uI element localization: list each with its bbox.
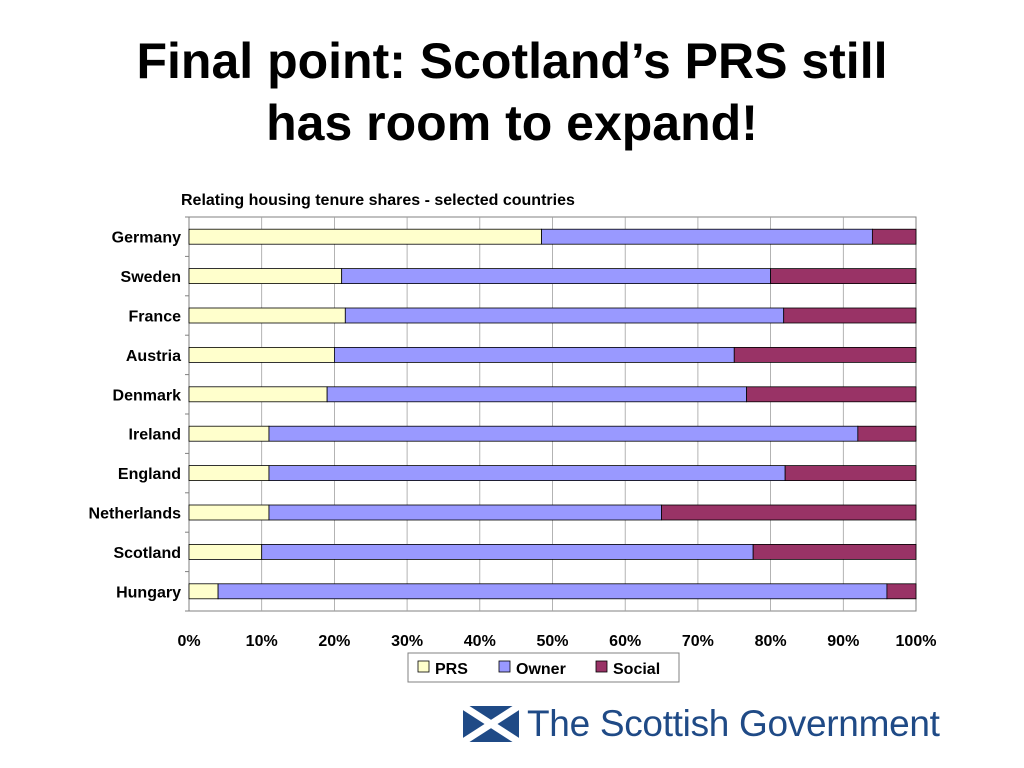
category-label: France: [129, 309, 182, 326]
legend-label-owner: Owner: [516, 661, 566, 678]
bar-segment-owner: [541, 228, 873, 245]
bar-segment-prs: [188, 544, 263, 560]
bar-segment-social: [733, 346, 917, 363]
bar-segment-owner: [261, 544, 754, 560]
category-label: Denmark: [113, 387, 182, 404]
x-tick-label: 70%: [682, 633, 714, 650]
x-tick-label: 80%: [755, 633, 787, 650]
category-label: Germany: [112, 230, 181, 247]
x-tick-label: 30%: [391, 633, 423, 650]
bar-segment-prs: [188, 346, 335, 363]
bar-segment-owner: [326, 386, 748, 403]
bar-segment-social: [784, 465, 917, 482]
bar-segment-prs: [188, 228, 542, 245]
bar-segment-social: [752, 544, 917, 560]
x-tick-label: 100%: [896, 633, 937, 650]
legend: [407, 652, 680, 683]
bar-segment-prs: [188, 425, 270, 442]
category-label: Sweden: [121, 269, 181, 286]
bar-segment-owner: [268, 504, 662, 521]
bar-segment-prs: [188, 504, 270, 521]
category-label: Scotland: [113, 545, 181, 562]
category-label: Hungary: [116, 584, 181, 601]
bar-segment-owner: [333, 346, 735, 363]
bar-segment-prs: [188, 268, 343, 285]
tenure-chart: Relating housing tenure shares - selecte…: [89, 192, 937, 683]
legend-swatch-prs: [417, 660, 430, 673]
category-label: Austria: [126, 348, 181, 365]
bar-segment-owner: [268, 465, 786, 482]
bar-segment-prs: [188, 386, 328, 403]
slide-title-line-2: has room to expand!: [266, 95, 758, 151]
bar-segment-social: [770, 268, 917, 285]
bar-segment-social: [661, 504, 917, 521]
bar-segment-owner: [341, 268, 772, 285]
slide-title-line-1: Final point: Scotland’s PRS still: [136, 33, 888, 89]
bar-segment-owner: [268, 425, 859, 442]
bar-segment-prs: [188, 583, 219, 600]
scottish-government-logo: The Scottish Government: [463, 700, 983, 750]
x-tick-label: 60%: [609, 633, 641, 650]
slide-title: Final point: Scotland’s PRS still has ro…: [0, 30, 1024, 154]
chart-title: Relating housing tenure shares - selecte…: [181, 192, 575, 209]
bar-segment-owner: [344, 307, 785, 324]
legend-swatch-owner: [498, 660, 511, 673]
bar-segment-social: [746, 386, 917, 403]
x-tick-label: 40%: [464, 633, 496, 650]
x-tick-label: 20%: [318, 633, 350, 650]
saltire-flag-icon: [463, 706, 519, 742]
bar-segment-social: [886, 583, 917, 600]
x-tick-label: 10%: [246, 633, 278, 650]
brand-name: The Scottish Government: [527, 703, 940, 744]
bar-segment-owner: [217, 583, 888, 600]
x-tick-label: 90%: [827, 633, 859, 650]
bar-segment-prs: [188, 465, 270, 482]
bar-segment-social: [783, 307, 917, 324]
bar-segment-social: [871, 228, 917, 245]
bar-segment-prs: [188, 307, 346, 324]
x-tick-label: 50%: [536, 633, 568, 650]
category-label: Ireland: [129, 427, 181, 444]
legend-label-prs: PRS: [435, 661, 468, 678]
category-label: England: [118, 466, 181, 483]
bar-segment-social: [857, 425, 917, 442]
legend-label-social: Social: [613, 661, 660, 678]
category-label: Netherlands: [89, 506, 182, 523]
legend-swatch-social: [595, 660, 608, 673]
x-tick-label: 0%: [177, 633, 200, 650]
